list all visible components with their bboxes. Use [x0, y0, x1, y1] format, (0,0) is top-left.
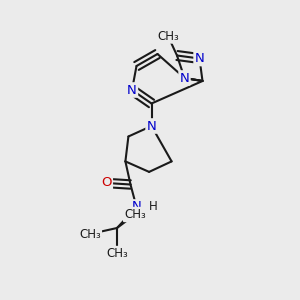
Text: N: N	[132, 200, 141, 214]
Text: CH₃: CH₃	[124, 208, 146, 221]
Text: H: H	[148, 200, 158, 214]
Text: N: N	[147, 119, 156, 133]
Text: CH₃: CH₃	[106, 247, 128, 260]
Text: O: O	[101, 176, 112, 190]
Text: CH₃: CH₃	[79, 227, 101, 241]
Text: N: N	[127, 83, 137, 97]
Text: CH₃: CH₃	[157, 29, 179, 43]
Text: N: N	[195, 52, 204, 65]
Text: N: N	[180, 71, 189, 85]
